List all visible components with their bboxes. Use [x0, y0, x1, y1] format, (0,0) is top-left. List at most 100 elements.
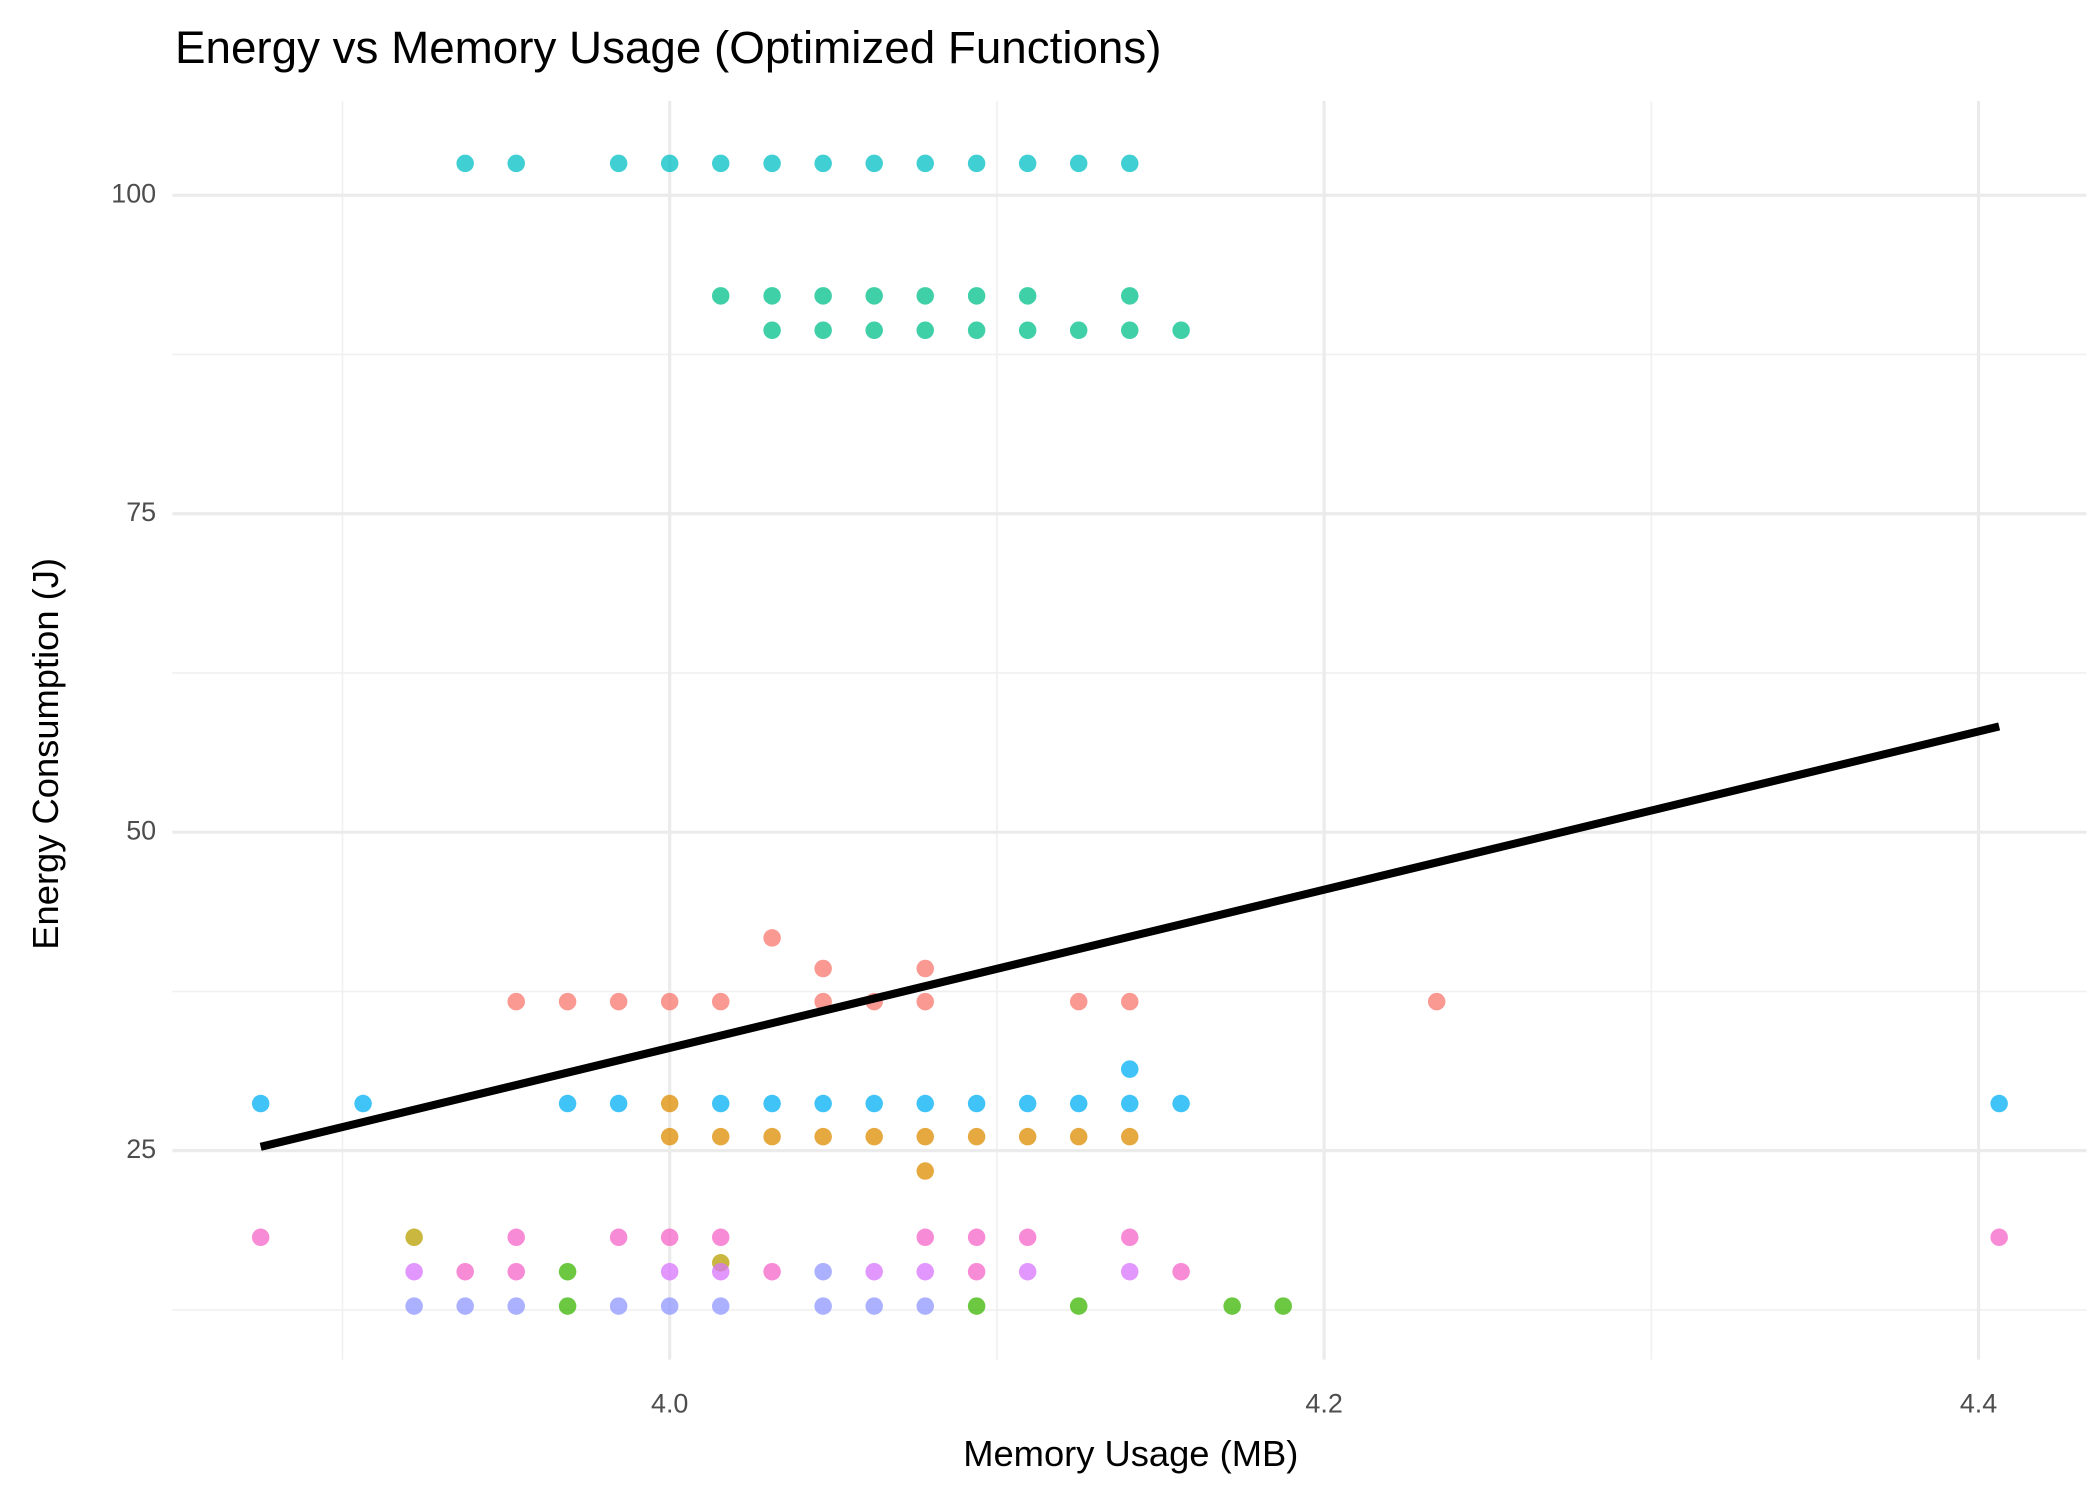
point: [865, 1094, 883, 1113]
point: [405, 1228, 423, 1247]
point: [814, 154, 832, 173]
point: [865, 1297, 883, 1315]
point: [1069, 321, 1088, 340]
point: [1172, 1262, 1190, 1281]
point: [865, 154, 883, 173]
point: [763, 1127, 781, 1146]
point: [1120, 287, 1139, 305]
point: [967, 154, 986, 173]
point: [916, 959, 934, 978]
point: [1120, 1262, 1139, 1281]
point: [558, 1094, 577, 1113]
point: [967, 1297, 986, 1315]
point: [711, 992, 730, 1011]
x-tick-label: 4.0: [651, 1388, 688, 1418]
point: [1018, 287, 1037, 305]
point: [456, 154, 474, 173]
point: [916, 1228, 934, 1247]
point: [1018, 1094, 1037, 1113]
y-tick-label: 100: [111, 178, 156, 208]
point: [1990, 1228, 2008, 1247]
point: [456, 1297, 474, 1315]
point: [916, 1127, 934, 1146]
point: [711, 1127, 730, 1146]
point: [1018, 154, 1037, 173]
point: [1120, 1127, 1139, 1146]
chart-title: Energy vs Memory Usage (Optimized Functi…: [175, 22, 1161, 73]
point: [1172, 321, 1190, 340]
point: [660, 1228, 679, 1247]
point: [1120, 992, 1139, 1011]
point: [558, 1262, 577, 1281]
point: [660, 1127, 679, 1146]
x-tick-label: 4.4: [1960, 1388, 1997, 1418]
point: [967, 1127, 986, 1146]
point: [814, 1297, 832, 1315]
point: [865, 1262, 883, 1281]
point: [763, 287, 781, 305]
point: [456, 1262, 474, 1281]
point: [1069, 154, 1088, 173]
x-tick-label: 4.2: [1305, 1388, 1342, 1418]
point: [967, 1262, 986, 1281]
point: [916, 287, 934, 305]
point: [865, 287, 883, 305]
point: [967, 1228, 986, 1247]
point: [660, 992, 679, 1011]
point: [916, 1262, 934, 1281]
point: [1018, 1228, 1037, 1247]
point: [916, 321, 934, 340]
point: [1274, 1297, 1292, 1315]
point: [763, 1094, 781, 1113]
point: [763, 321, 781, 340]
point: [916, 1162, 934, 1180]
point: [1018, 321, 1037, 340]
point: [507, 1228, 525, 1247]
y-axis-title: Energy Consumption (J): [25, 558, 66, 950]
point: [814, 287, 832, 305]
point: [507, 154, 525, 173]
y-tick-label: 50: [126, 815, 156, 845]
y-tick-label: 75: [126, 497, 156, 527]
trend-line: [259, 722, 2001, 1151]
point: [558, 1297, 577, 1315]
point: [405, 1297, 423, 1315]
point: [865, 321, 883, 340]
point: [1120, 1228, 1139, 1247]
point: [660, 154, 679, 173]
point: [1120, 1060, 1139, 1078]
point: [763, 154, 781, 173]
point: [1069, 1127, 1088, 1146]
point: [916, 992, 934, 1011]
point: [916, 154, 934, 173]
point: [711, 287, 730, 305]
point: [609, 154, 628, 173]
point: [609, 1228, 628, 1247]
point: [609, 1297, 628, 1315]
point: [814, 321, 832, 340]
point: [1069, 992, 1088, 1011]
x-axis-title: Memory Usage (MB): [963, 1433, 1298, 1474]
point: [967, 321, 986, 340]
point: [507, 1262, 525, 1281]
point: [814, 1094, 832, 1113]
point: [251, 1094, 270, 1113]
point: [354, 1094, 372, 1113]
point: [251, 1228, 270, 1247]
point: [865, 1127, 883, 1146]
point: [814, 959, 832, 978]
point: [916, 1297, 934, 1315]
point: [711, 1297, 730, 1315]
point: [1018, 1262, 1037, 1281]
point: [1069, 1297, 1088, 1315]
point: [1172, 1094, 1190, 1113]
point: [1427, 992, 1446, 1011]
point: [1990, 1094, 2008, 1113]
point: [558, 992, 577, 1011]
point: [660, 1297, 679, 1315]
point: [609, 1094, 628, 1113]
point: [1120, 321, 1139, 340]
point: [967, 287, 986, 305]
